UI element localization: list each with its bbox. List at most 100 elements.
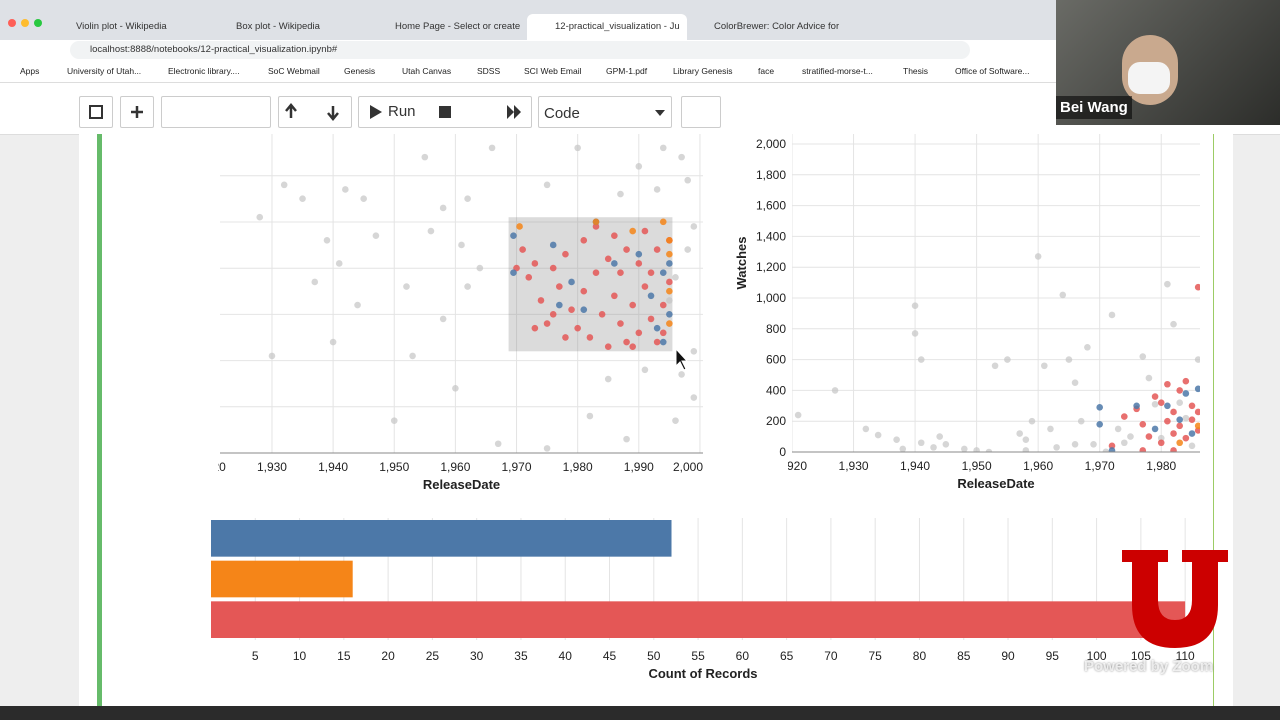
point: [1188, 430, 1196, 437]
x-tick-label: 1,920: [777, 459, 807, 473]
point: [1096, 404, 1103, 411]
point: [641, 366, 649, 374]
keyboard-button[interactable]: [681, 96, 721, 128]
address-bar[interactable]: [70, 41, 970, 59]
bookmark[interactable]: Library Genesis: [673, 66, 733, 76]
point: [666, 237, 673, 244]
bookmark[interactable]: University of Utah...: [67, 66, 142, 76]
x-tick-label: 1,970: [1085, 459, 1115, 473]
point: [1151, 400, 1159, 408]
point: [280, 181, 288, 189]
point: [1194, 283, 1200, 291]
point: [1188, 416, 1196, 423]
point: [510, 269, 517, 276]
bookmark[interactable]: Office of Software...: [955, 66, 1030, 76]
y-tick-label: 1,400: [756, 229, 786, 243]
x-tick-label: 85: [957, 649, 971, 663]
point: [1102, 448, 1110, 452]
move-buttons[interactable]: [278, 96, 352, 128]
point: [476, 264, 484, 272]
x-tick-label: 1,950: [379, 460, 409, 474]
point: [1194, 422, 1200, 430]
tab[interactable]: ColorBrewer: Color Advice for: [714, 21, 840, 32]
point: [1182, 414, 1190, 422]
tab[interactable]: Home Page - Select or create: [395, 21, 521, 32]
y-tick-label: 600: [766, 353, 786, 367]
max-dot[interactable]: [34, 19, 42, 27]
plot-area: [792, 134, 1200, 452]
point: [580, 287, 588, 295]
point: [531, 260, 539, 267]
x-tick-label: 80: [913, 649, 927, 663]
point: [592, 269, 600, 276]
edit-buttons[interactable]: [161, 96, 271, 128]
point: [653, 186, 661, 193]
point: [794, 411, 802, 419]
bookmark[interactable]: SoC Webmail: [268, 66, 320, 76]
point: [1176, 422, 1183, 430]
bookmark[interactable]: SDSS: [477, 66, 501, 76]
x-tick-label: 20: [381, 649, 395, 663]
tab[interactable]: Violin plot - Wikipedia: [76, 21, 167, 32]
point: [635, 260, 643, 267]
bookmark[interactable]: GPM-1.pdf: [606, 66, 648, 76]
x-tick-label: 40: [559, 649, 573, 663]
point: [1188, 402, 1196, 410]
mouse-cursor: [675, 347, 689, 371]
point: [647, 269, 655, 276]
point: [464, 195, 471, 203]
point: [562, 250, 569, 258]
x-tick-label: 60: [736, 649, 750, 663]
point: [985, 448, 993, 452]
bookmark[interactable]: stratified-morse-t...: [802, 66, 873, 76]
point: [641, 283, 649, 290]
x-tick-label: 1,930: [257, 460, 287, 474]
x-axis-title: ReleaseDate: [423, 477, 500, 492]
point: [556, 301, 563, 309]
close-dot[interactable]: [8, 19, 16, 27]
cell-type-select[interactable]: [538, 96, 672, 128]
bookmark[interactable]: Thesis: [903, 66, 929, 76]
y-tick-label: 1,200: [756, 260, 786, 274]
point: [458, 241, 465, 249]
point: [690, 347, 698, 355]
point: [647, 315, 655, 323]
point: [629, 343, 636, 350]
y-tick-label: 2,000: [756, 137, 786, 151]
bookmark[interactable]: Genesis: [344, 66, 376, 76]
point: [604, 375, 612, 383]
bookmark[interactable]: SCI Web Email: [524, 66, 582, 76]
save-button[interactable]: [79, 96, 113, 128]
x-tick-label: 75: [869, 649, 883, 663]
point: [911, 302, 919, 310]
point: [592, 223, 600, 230]
point: [936, 433, 943, 440]
tab[interactable]: Box plot - Wikipedia: [236, 21, 320, 32]
point: [672, 417, 679, 424]
point: [556, 283, 563, 290]
bookmark[interactable]: Electronic library....: [168, 66, 240, 76]
point: [1121, 439, 1128, 447]
point: [1164, 402, 1171, 410]
point: [354, 301, 361, 309]
run-label[interactable]: Run: [388, 103, 416, 120]
point: [1182, 434, 1190, 442]
point: [421, 153, 429, 161]
scatter-chart: 1,920 1,930 1,940 1,950 1,960 1,970 1,980 1,990…: [218, 134, 703, 492]
point: [862, 425, 870, 433]
y-tick-label: 200: [766, 414, 786, 428]
bookmark[interactable]: face: [758, 66, 775, 76]
min-dot[interactable]: [21, 19, 29, 27]
x-tick-label: 105: [1131, 649, 1151, 663]
bookmark[interactable]: Apps: [20, 66, 40, 76]
point: [1182, 390, 1190, 397]
tab-active[interactable]: 12-practical_visualization - Ju: [527, 14, 687, 40]
point: [439, 204, 447, 212]
x-tick-label: 25: [426, 649, 440, 663]
bookmark[interactable]: Utah Canvas: [402, 66, 452, 76]
x-tick-label: 70: [824, 649, 838, 663]
point: [659, 329, 667, 337]
cell-selection-bar: [97, 134, 102, 706]
point: [1139, 353, 1147, 360]
